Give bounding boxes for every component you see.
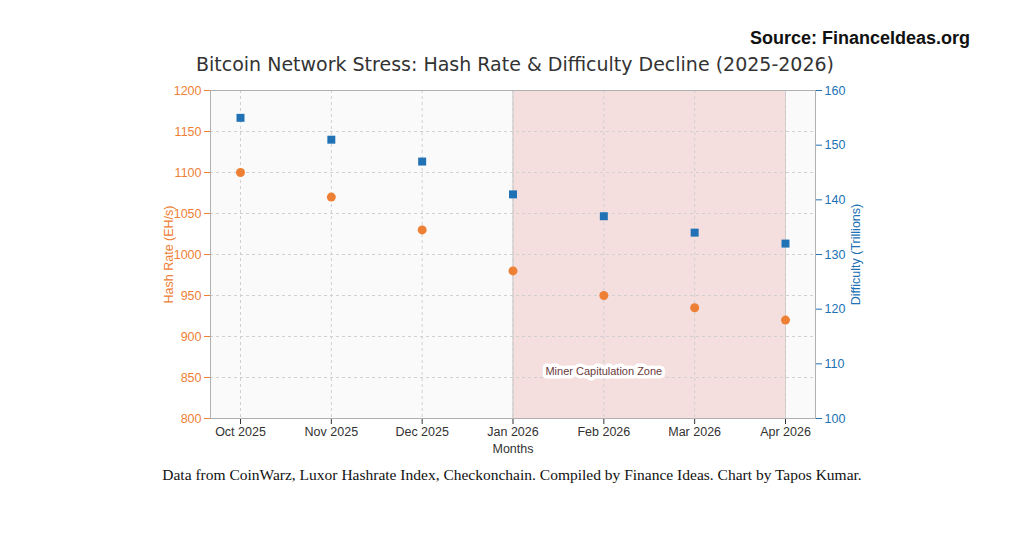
svg-text:900: 900 bbox=[181, 330, 202, 344]
svg-text:1150: 1150 bbox=[175, 125, 202, 139]
html-text:Bitcoin Network Stress: Hash R: Bitcoin Network Stress: Hash Rate & Diff… bbox=[196, 53, 834, 75]
svg-text:950: 950 bbox=[181, 289, 202, 303]
svg-text:Jan 2026: Jan 2026 bbox=[487, 425, 538, 439]
svg-text:100: 100 bbox=[825, 412, 846, 426]
svg-text:Feb 2026: Feb 2026 bbox=[577, 425, 630, 439]
svg-text:1050: 1050 bbox=[174, 207, 202, 221]
svg-text:130: 130 bbox=[825, 248, 846, 262]
svg-text:Months: Months bbox=[493, 442, 534, 456]
svg-text:140: 140 bbox=[825, 193, 846, 207]
svg-text:110: 110 bbox=[825, 357, 845, 371]
svg-text:Oct 2025: Oct 2025 bbox=[215, 425, 266, 439]
svg-text:800: 800 bbox=[181, 412, 202, 426]
svg-text:1100: 1100 bbox=[175, 166, 202, 180]
svg-text:Difficulty (Trillions): Difficulty (Trillions) bbox=[849, 204, 863, 305]
svg-text:Apr 2026: Apr 2026 bbox=[760, 425, 811, 439]
html-text:Data from CoinWarz, Luxor Hash: Data from CoinWarz, Luxor Hashrate Index… bbox=[162, 466, 862, 483]
svg-text:1200: 1200 bbox=[174, 84, 202, 98]
svg-text:Miner Capitulation Zone: Miner Capitulation Zone bbox=[545, 365, 662, 377]
svg-text:Mar 2026: Mar 2026 bbox=[668, 425, 721, 439]
svg-text:120: 120 bbox=[825, 302, 846, 316]
html-text:Source: FinanceIdeas.org: Source: FinanceIdeas.org bbox=[749, 28, 970, 48]
svg-text:150: 150 bbox=[825, 138, 846, 152]
svg-text:Nov 2025: Nov 2025 bbox=[305, 425, 359, 439]
svg-text:1000: 1000 bbox=[174, 248, 202, 262]
svg-text:160: 160 bbox=[825, 84, 846, 98]
svg-text:Dec 2025: Dec 2025 bbox=[395, 425, 449, 439]
svg-text:Hash Rate (EH/s): Hash Rate (EH/s) bbox=[162, 206, 176, 304]
svg-text:850: 850 bbox=[181, 371, 202, 385]
